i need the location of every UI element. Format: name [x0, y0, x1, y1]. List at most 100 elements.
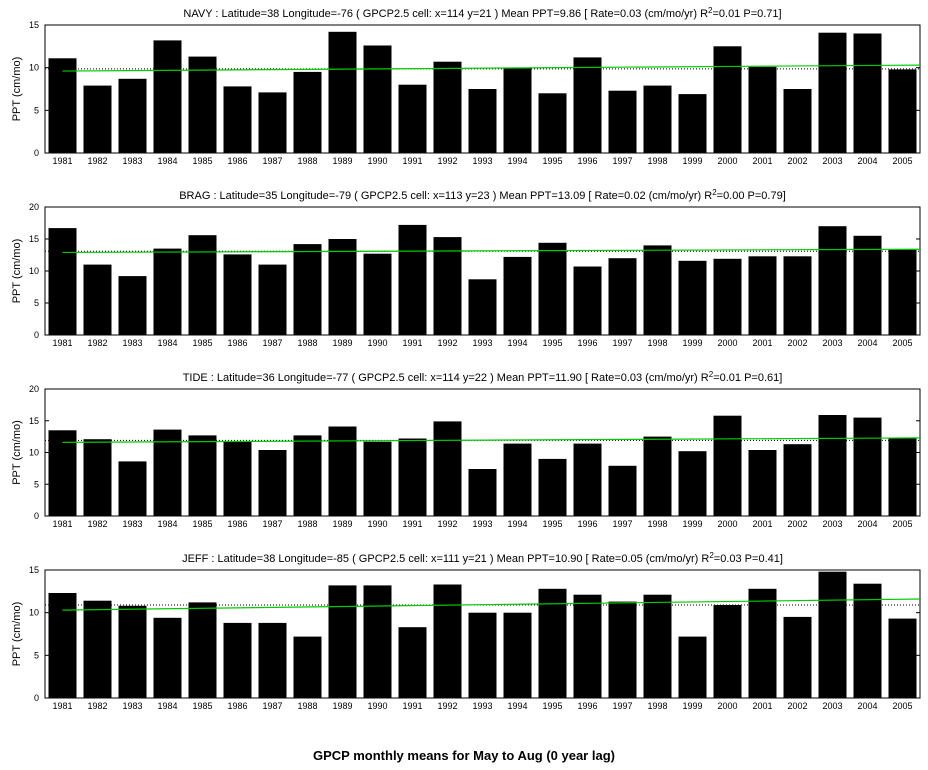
- x-tick-label: 2002: [787, 338, 807, 348]
- x-tick-label: 2001: [752, 519, 772, 529]
- bar: [293, 71, 322, 153]
- bar: [573, 443, 602, 516]
- panel-title-superscript: 2: [708, 6, 713, 15]
- x-tick-label: 1996: [577, 701, 597, 711]
- bar: [153, 617, 182, 698]
- x-tick-label: 1991: [402, 701, 422, 711]
- x-tick-label: 1982: [87, 156, 107, 166]
- panel-title-stats: =0.03 P=0.41]: [714, 553, 783, 565]
- x-tick-label: 1995: [542, 156, 562, 166]
- figure-suptitle: GPCP monthly means for May to Aug (0 yea…: [313, 748, 615, 763]
- panel-title-stats: =0.01 P=0.61]: [713, 372, 782, 384]
- x-tick-label: 1983: [122, 338, 142, 348]
- x-tick-label: 2002: [787, 519, 807, 529]
- panel-title: JEFF : Latitude=38 Longitude=-85 ( GPCP2…: [182, 551, 783, 565]
- x-tick-label: 1992: [437, 156, 457, 166]
- bar: [468, 612, 497, 698]
- x-tick-label: 1994: [507, 519, 527, 529]
- bar: [678, 260, 707, 335]
- bar: [83, 600, 112, 698]
- x-tick-label: 1991: [402, 156, 422, 166]
- bar: [503, 443, 532, 516]
- bar: [258, 450, 287, 516]
- bar: [643, 436, 672, 516]
- y-tick-label: 15: [29, 565, 39, 575]
- x-tick-label: 2001: [752, 701, 772, 711]
- bar: [503, 612, 532, 698]
- x-tick-label: 1995: [542, 519, 562, 529]
- panel-title: BRAG : Latitude=35 Longitude=-79 ( GPCP2…: [179, 188, 786, 202]
- x-tick-label: 1986: [227, 519, 247, 529]
- x-tick-label: 1987: [262, 338, 282, 348]
- bar: [643, 245, 672, 335]
- x-tick-label: 1995: [542, 701, 562, 711]
- x-tick-label: 1985: [192, 519, 212, 529]
- bar: [83, 439, 112, 516]
- bar: [83, 85, 112, 153]
- panel-title: TIDE : Latitude=36 Longitude=-77 ( GPCP2…: [183, 370, 783, 384]
- bar: [293, 636, 322, 698]
- bar: [818, 571, 847, 698]
- chart-panel: 0 5 10 15 1981 1982 1983 1984 1985 1986 1987 1988 19…: [11, 551, 921, 711]
- bar: [363, 253, 392, 335]
- bar: [223, 86, 252, 153]
- bar: [783, 89, 812, 153]
- chart-panel: 0 5 10 15 1981 1982 1983 1984 1985 1986 1987 1988 19…: [11, 6, 921, 166]
- panel-title-superscript: 2: [709, 370, 714, 379]
- bar: [818, 32, 847, 154]
- x-tick-label: 1983: [122, 519, 142, 529]
- panel-title-main: JEFF : Latitude=38 Longitude=-85 ( GPCP2…: [182, 553, 709, 565]
- x-tick-label: 1998: [647, 519, 667, 529]
- bar: [153, 429, 182, 516]
- x-tick-label: 1986: [227, 338, 247, 348]
- bar: [538, 588, 567, 698]
- bar: [783, 444, 812, 516]
- x-tick-label: 2005: [892, 156, 912, 166]
- bar: [608, 465, 637, 516]
- bar: [48, 58, 77, 153]
- bar: [83, 264, 112, 335]
- x-tick-label: 1998: [647, 338, 667, 348]
- x-tick-label: 1997: [612, 156, 632, 166]
- x-tick-label: 1990: [367, 338, 387, 348]
- bar: [888, 438, 917, 516]
- x-tick-label: 1991: [402, 338, 422, 348]
- bar: [783, 256, 812, 335]
- bar: [433, 61, 462, 154]
- panel-title-main: NAVY : Latitude=38 Longitude=-76 ( GPCP2…: [183, 8, 708, 20]
- x-tick-label: 1988: [297, 156, 317, 166]
- x-tick-label: 1992: [437, 701, 457, 711]
- bar: [748, 256, 777, 335]
- bar: [573, 57, 602, 153]
- bar: [48, 430, 77, 516]
- bar: [608, 601, 637, 698]
- panel-title-main: BRAG : Latitude=35 Longitude=-79 ( GPCP2…: [179, 190, 712, 202]
- bar: [328, 31, 357, 153]
- x-tick-label: 1997: [612, 701, 632, 711]
- bar: [573, 594, 602, 698]
- x-tick-label: 2005: [892, 701, 912, 711]
- bar: [258, 92, 287, 153]
- bar: [818, 415, 847, 516]
- bar: [468, 89, 497, 153]
- bar: [608, 258, 637, 335]
- bar: [118, 78, 147, 153]
- y-tick-label: 15: [29, 234, 39, 244]
- bar: [188, 435, 217, 516]
- x-tick-label: 2004: [857, 338, 877, 348]
- x-tick-label: 1983: [122, 156, 142, 166]
- x-tick-label: 2003: [822, 519, 842, 529]
- bar: [223, 622, 252, 698]
- x-tick-label: 1999: [682, 156, 702, 166]
- bar: [853, 583, 882, 698]
- bar: [433, 237, 462, 335]
- x-tick-label: 2003: [822, 156, 842, 166]
- bar: [748, 588, 777, 698]
- bar: [223, 441, 252, 516]
- y-tick-label: 5: [34, 650, 39, 660]
- bar: [328, 426, 357, 516]
- x-tick-label: 1985: [192, 338, 212, 348]
- panel-title-stats: =0.00 P=0.79]: [717, 190, 786, 202]
- x-tick-label: 2002: [787, 701, 807, 711]
- x-tick-label: 1988: [297, 338, 317, 348]
